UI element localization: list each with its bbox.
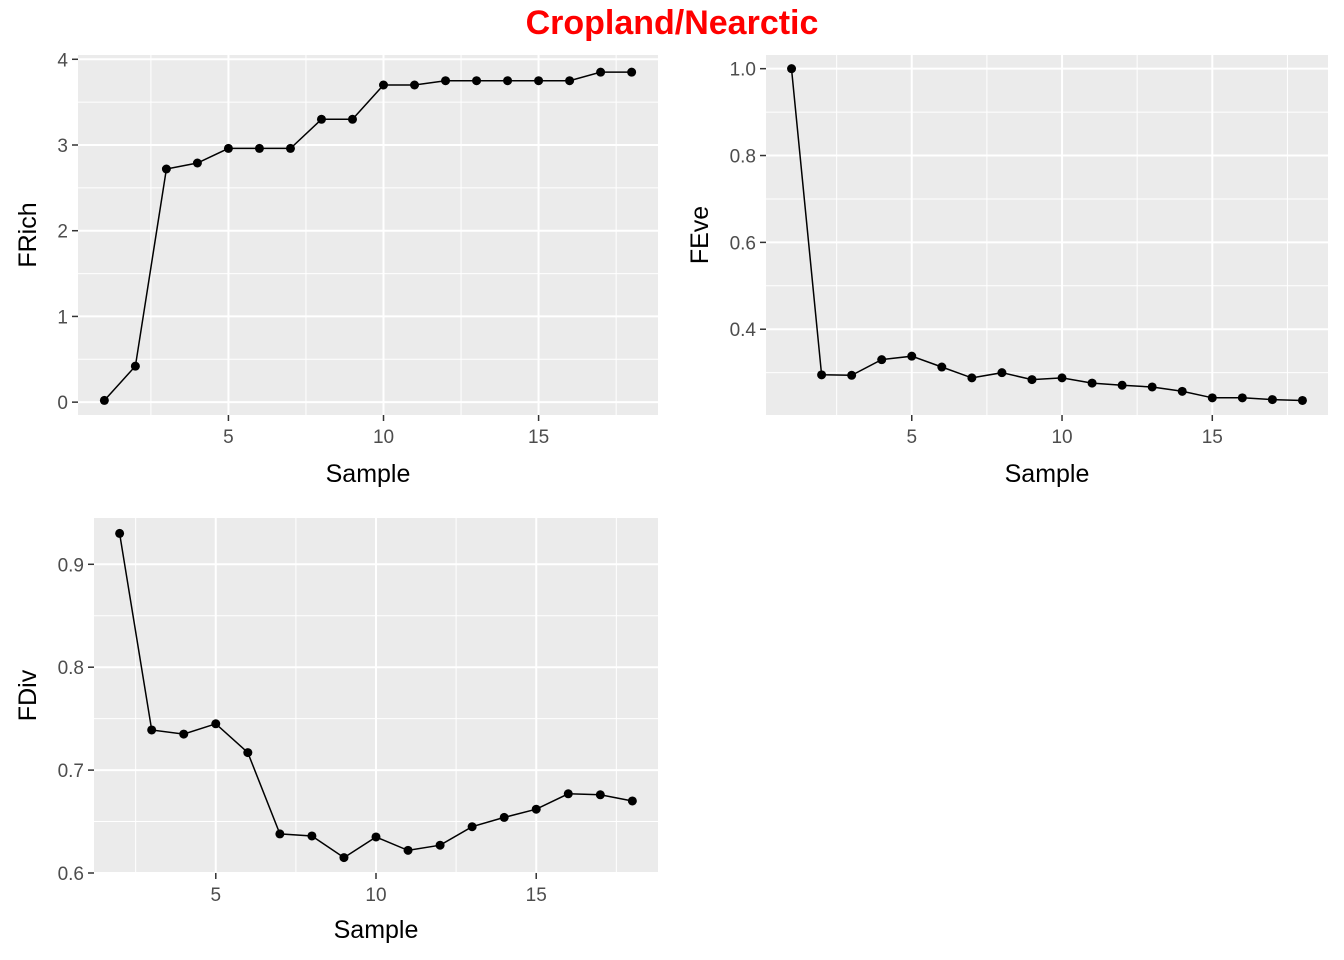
fdiv-data-point <box>627 796 637 806</box>
frich-series-line <box>103 71 632 401</box>
fdiv-data-point <box>435 840 445 850</box>
frich-data-point <box>441 76 451 86</box>
fdiv-x-tick-label: 5 <box>210 885 221 906</box>
feve-x-tick-label: 10 <box>1051 427 1072 448</box>
fdiv-y-tick-label: 0.9 <box>58 555 84 576</box>
fdiv-data-point <box>531 804 541 814</box>
frich-data-point <box>192 158 202 168</box>
feve-data-point <box>1297 395 1307 405</box>
frich-data-point <box>472 76 482 86</box>
feve-data-point <box>1027 375 1037 385</box>
frich-data-point <box>285 143 295 153</box>
feve-data-point <box>1087 378 1097 388</box>
fdiv-x-tick-label: 10 <box>365 885 386 906</box>
feve-data-point <box>907 351 917 361</box>
feve-data-point <box>1267 395 1277 405</box>
fdiv-data-point <box>115 528 125 538</box>
fdiv-data-point <box>339 853 349 863</box>
frich-y-axis-title: FRich <box>14 202 42 267</box>
frich-panel-background <box>78 55 658 415</box>
feve-data-point <box>787 64 797 74</box>
fdiv-data-point <box>499 812 509 822</box>
frich-data-point <box>99 395 109 405</box>
frich-x-tick-label: 15 <box>528 427 549 448</box>
feve-x-tick-label: 15 <box>1202 427 1223 448</box>
frich-data-point <box>503 76 513 86</box>
feve-data-point <box>1207 393 1217 403</box>
feve-y-tick-label: 0.4 <box>730 320 757 341</box>
frich-data-point <box>254 143 264 153</box>
fdiv-data-point <box>211 719 221 729</box>
frich-y-tick-label: 2 <box>57 222 68 243</box>
frich-data-point <box>596 67 606 77</box>
frich-data-point <box>161 164 171 174</box>
fdiv-x-tick-label: 15 <box>526 885 547 906</box>
fdiv-data-point <box>147 725 157 735</box>
frich-data-point <box>379 80 389 90</box>
feve-y-tick-label: 0.6 <box>730 233 756 254</box>
frich-data-point <box>223 143 233 153</box>
feve-x-tick-label: 5 <box>906 427 917 448</box>
frich-y-tick-label: 0 <box>57 393 68 414</box>
frich-data-point <box>534 76 544 86</box>
frich-y-tick-label: 3 <box>57 136 68 157</box>
fdiv-data-point <box>467 822 477 832</box>
feve-data-point <box>967 373 977 383</box>
frich-y-tick-label: 4 <box>57 50 68 71</box>
feve-data-point <box>817 370 827 380</box>
frich-data-point <box>316 114 326 124</box>
fdiv-data-point <box>307 831 317 841</box>
frich-data-point <box>130 361 140 371</box>
feve-y-axis-title: FEve <box>686 206 714 264</box>
fdiv-panel: 0.6 0.7 0.8 0.9 5 10 15 Sample FDiv <box>14 518 658 944</box>
fdiv-y-tick-label: 0.8 <box>58 658 84 679</box>
frich-data-point <box>627 67 637 77</box>
feve-panel-background <box>766 55 1328 415</box>
fdiv-y-tick-label: 0.6 <box>58 864 84 885</box>
frich-data-point <box>347 114 357 124</box>
fdiv-data-point <box>563 789 573 799</box>
figure-title: Cropland/Nearctic <box>525 4 819 42</box>
feve-data-point <box>1237 393 1247 403</box>
fdiv-data-point <box>371 832 381 842</box>
frich-x-tick-label: 5 <box>223 427 234 448</box>
fdiv-data-point <box>179 729 189 739</box>
feve-y-tick-label: 1.0 <box>730 60 756 81</box>
feve-series-line <box>790 68 1303 402</box>
fdiv-data-point <box>243 748 253 758</box>
fdiv-x-axis-title: Sample <box>334 916 419 944</box>
fdiv-y-tick-label: 0.7 <box>58 761 84 782</box>
feve-data-point <box>1177 386 1187 396</box>
frich-data-point <box>410 80 420 90</box>
frich-panel: 0 1 2 3 4 5 10 15 Sample FRich <box>14 50 658 488</box>
fdiv-y-axis-title: FDiv <box>14 669 42 721</box>
fdiv-data-point <box>275 829 285 839</box>
frich-x-tick-label: 10 <box>373 427 394 448</box>
frich-x-axis-title: Sample <box>326 460 411 488</box>
feve-data-point <box>847 370 857 380</box>
fdiv-data-point <box>403 845 413 855</box>
fdiv-data-point <box>595 790 605 800</box>
feve-x-axis-title: Sample <box>1005 460 1090 488</box>
feve-data-point <box>997 368 1007 378</box>
feve-data-point <box>1117 380 1127 390</box>
frich-y-tick-label: 1 <box>57 307 68 328</box>
feve-y-tick-label: 0.8 <box>730 147 756 168</box>
feve-data-point <box>937 362 947 372</box>
frich-data-point <box>565 76 575 86</box>
feve-data-point <box>877 355 887 365</box>
feve-panel: 0.4 0.6 0.8 1.0 5 10 15 Sample FEve <box>686 55 1328 488</box>
feve-data-point <box>1057 373 1067 383</box>
feve-data-point <box>1147 382 1157 392</box>
